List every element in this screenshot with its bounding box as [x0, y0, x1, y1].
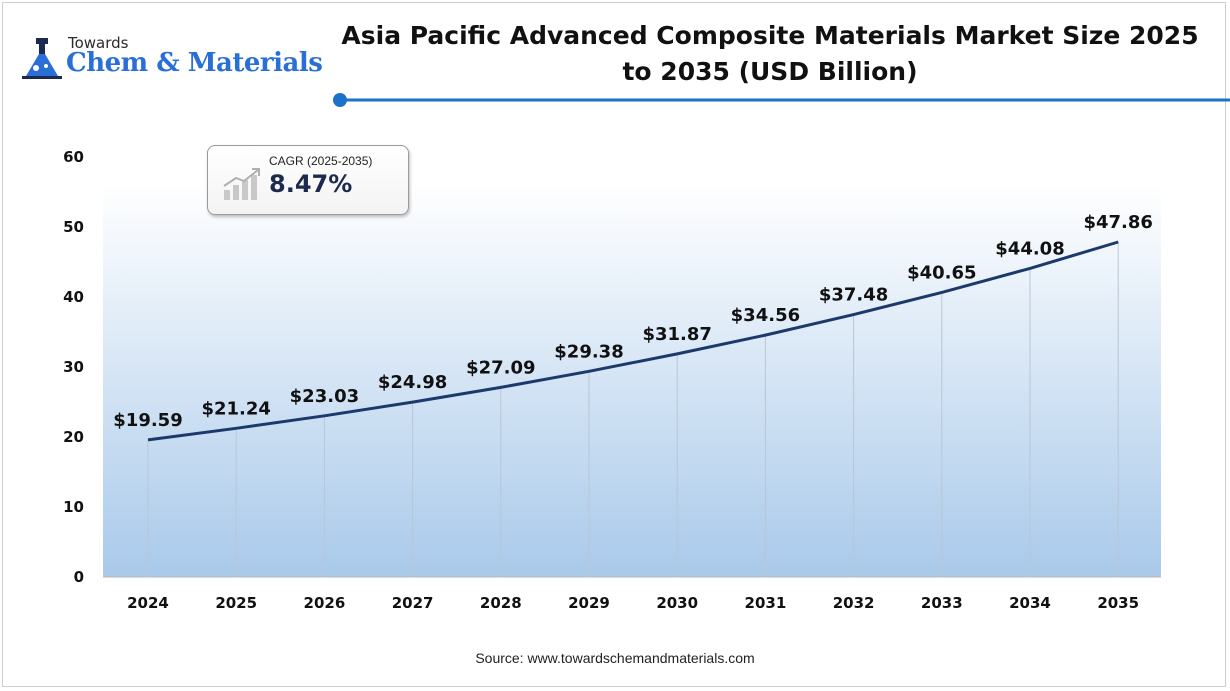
x-tick-label: 2024: [127, 594, 169, 612]
data-label: $23.03: [290, 386, 359, 407]
x-tick-label: 2027: [392, 594, 434, 612]
x-tick-label: 2029: [568, 594, 610, 612]
source-note: Source: www.towardschemandmaterials.com: [475, 650, 755, 666]
y-tick-label: 30: [63, 358, 84, 376]
data-label: $29.38: [554, 341, 623, 362]
data-label: $27.09: [466, 357, 535, 378]
x-tick-label: 2026: [304, 594, 346, 612]
y-tick-label: 40: [63, 288, 84, 306]
y-tick-label: 50: [63, 218, 84, 236]
plot-area-background: [103, 185, 1161, 577]
cagr-label: CAGR (2025-2035): [269, 154, 373, 168]
brand-line1: Towards: [68, 34, 129, 52]
growth-chart-icon: [223, 168, 260, 200]
cagr-badge: CAGR (2025-2035) 8.47%: [207, 145, 409, 215]
y-tick-label: 0: [74, 568, 84, 586]
x-tick-label: 2035: [1097, 594, 1139, 612]
cagr-value: 8.47%: [269, 170, 353, 198]
data-label: $21.24: [201, 398, 270, 419]
y-tick-label: 10: [63, 498, 84, 516]
data-label: $24.98: [378, 372, 447, 393]
x-tick-label: 2033: [921, 594, 963, 612]
x-tick-label: 2028: [480, 594, 522, 612]
x-tick-label: 2030: [656, 594, 698, 612]
x-tick-label: 2025: [215, 594, 257, 612]
x-tick-label: 2032: [833, 594, 875, 612]
series-line: [147, 240, 1119, 442]
data-label: $44.08: [995, 238, 1064, 259]
y-tick-label: 60: [63, 148, 84, 166]
title-rule: [333, 93, 1230, 107]
data-label: $40.65: [907, 262, 976, 283]
brand-logo: Towards Chem & Materials: [22, 32, 323, 92]
x-tick-label: 2031: [745, 594, 787, 612]
y-tick-label: 20: [63, 428, 84, 446]
data-label: $31.87: [642, 324, 711, 345]
data-label: $37.48: [819, 285, 888, 306]
data-label: $19.59: [113, 410, 182, 431]
data-label: $47.86: [1083, 212, 1152, 233]
brand-line2: Chem & Materials: [66, 48, 323, 78]
x-tick-label: 2034: [1009, 594, 1051, 612]
chart-title: Asia Pacific Advanced Composite Material…: [341, 21, 1199, 86]
flask-icon: [22, 38, 62, 79]
data-label: $34.56: [731, 305, 800, 326]
